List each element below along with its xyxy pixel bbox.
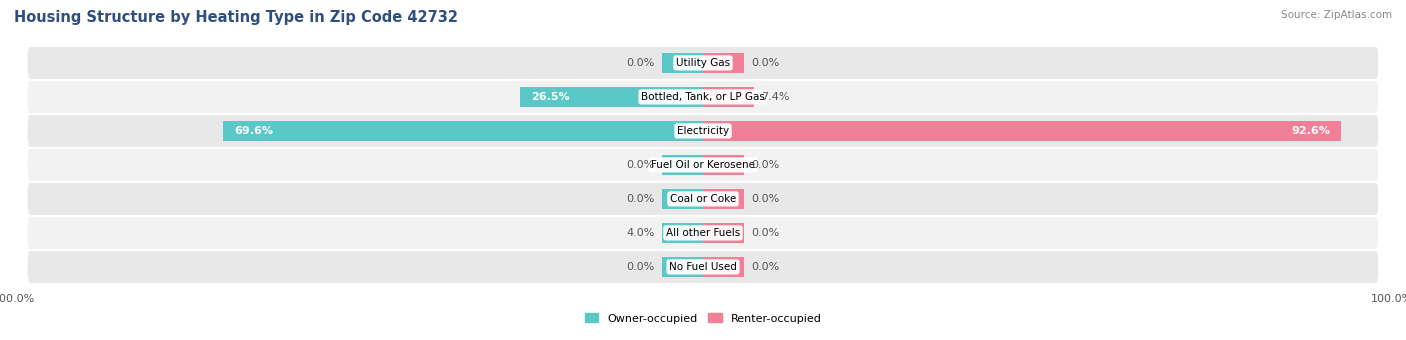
Text: All other Fuels: All other Fuels bbox=[666, 228, 740, 238]
Bar bbox=[703, 87, 754, 107]
Text: Bottled, Tank, or LP Gas: Bottled, Tank, or LP Gas bbox=[641, 92, 765, 102]
Text: 0.0%: 0.0% bbox=[627, 262, 655, 272]
Text: Coal or Coke: Coal or Coke bbox=[669, 194, 737, 204]
Text: 0.0%: 0.0% bbox=[751, 262, 779, 272]
Text: 0.0%: 0.0% bbox=[751, 58, 779, 68]
Text: Housing Structure by Heating Type in Zip Code 42732: Housing Structure by Heating Type in Zip… bbox=[14, 10, 458, 25]
Text: 92.6%: 92.6% bbox=[1292, 126, 1330, 136]
Text: 4.0%: 4.0% bbox=[627, 228, 655, 238]
FancyBboxPatch shape bbox=[28, 47, 1378, 79]
FancyBboxPatch shape bbox=[28, 115, 1378, 147]
Text: Fuel Oil or Kerosene: Fuel Oil or Kerosene bbox=[651, 160, 755, 170]
Text: 0.0%: 0.0% bbox=[751, 194, 779, 204]
Bar bbox=[224, 121, 703, 141]
FancyBboxPatch shape bbox=[28, 81, 1378, 113]
Bar bbox=[703, 121, 1341, 141]
Text: Electricity: Electricity bbox=[676, 126, 730, 136]
Text: No Fuel Used: No Fuel Used bbox=[669, 262, 737, 272]
Text: 7.4%: 7.4% bbox=[761, 92, 789, 102]
FancyBboxPatch shape bbox=[28, 251, 1378, 283]
Text: 69.6%: 69.6% bbox=[233, 126, 273, 136]
Bar bbox=[520, 87, 703, 107]
Text: 0.0%: 0.0% bbox=[627, 194, 655, 204]
Bar bbox=[662, 155, 703, 175]
Text: 0.0%: 0.0% bbox=[627, 58, 655, 68]
FancyBboxPatch shape bbox=[28, 217, 1378, 249]
FancyBboxPatch shape bbox=[28, 183, 1378, 215]
Bar bbox=[703, 257, 744, 277]
Bar bbox=[662, 189, 703, 209]
Bar bbox=[703, 53, 744, 73]
Text: Source: ZipAtlas.com: Source: ZipAtlas.com bbox=[1281, 10, 1392, 20]
Text: 0.0%: 0.0% bbox=[751, 160, 779, 170]
Text: 26.5%: 26.5% bbox=[531, 92, 569, 102]
Bar bbox=[703, 223, 744, 243]
FancyBboxPatch shape bbox=[28, 149, 1378, 181]
Text: 0.0%: 0.0% bbox=[751, 228, 779, 238]
Bar bbox=[662, 53, 703, 73]
Bar bbox=[662, 223, 703, 243]
Bar bbox=[703, 155, 744, 175]
Text: 0.0%: 0.0% bbox=[627, 160, 655, 170]
Legend: Owner-occupied, Renter-occupied: Owner-occupied, Renter-occupied bbox=[581, 309, 825, 328]
Bar bbox=[703, 189, 744, 209]
Bar bbox=[662, 257, 703, 277]
Text: Utility Gas: Utility Gas bbox=[676, 58, 730, 68]
